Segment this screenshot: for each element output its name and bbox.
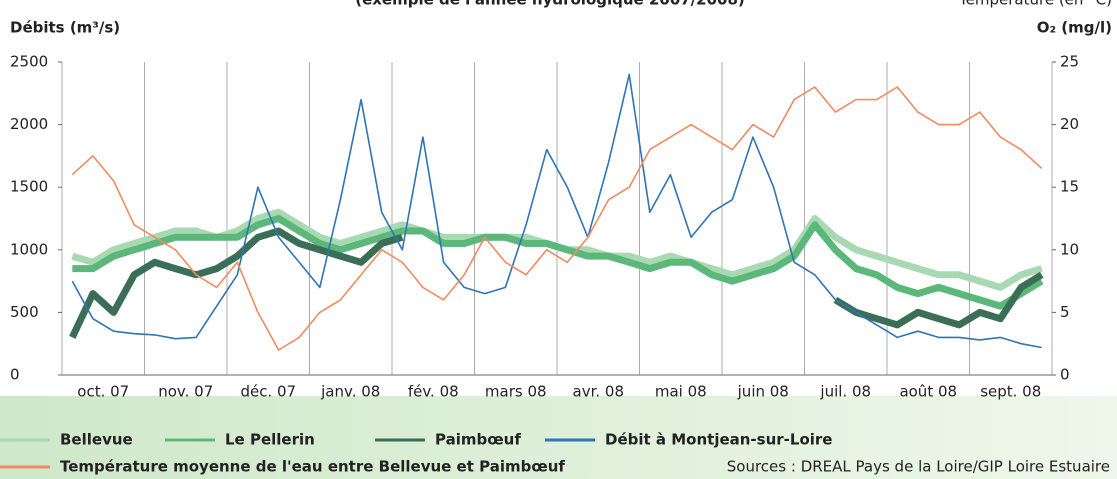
x-tick-label: janv. 08	[320, 383, 380, 401]
x-tick-label: sept. 08	[980, 383, 1041, 401]
x-tick-label: oct. 07	[77, 383, 129, 401]
y2-tick-label: 5	[1060, 303, 1070, 321]
y-axis-title: Débits (m³/s)	[10, 19, 120, 37]
x-tick-label: avr. 08	[573, 383, 624, 401]
x-tick-label: déc. 07	[240, 383, 296, 401]
y-tick-label: 1000	[10, 240, 48, 258]
x-tick-label: fév. 08	[408, 383, 459, 401]
y2-tick-label: 25	[1060, 53, 1079, 71]
y2-tick-label: 15	[1060, 178, 1079, 196]
source: Sources : DREAL Pays de la Loire/GIP Loi…	[727, 458, 1110, 476]
y-tick-label: 0	[10, 366, 20, 384]
series-line	[71, 86, 1043, 351]
y2-tick-label: 20	[1060, 115, 1079, 133]
x-tick-label: nov. 07	[158, 383, 213, 401]
x-tick-label: juin 08	[737, 383, 789, 401]
y2-tick-label: 0	[1060, 366, 1070, 384]
legend-label: Paimbœuf	[435, 431, 521, 449]
legend-label: Le Pellerin	[225, 431, 315, 449]
y2-axis-title: O₂ (mg/l)	[1037, 19, 1112, 37]
y-tick-label: 2000	[10, 115, 48, 133]
series-line	[69, 227, 1044, 339]
series-line	[71, 73, 1042, 349]
legend-label: Bellevue	[60, 431, 133, 449]
legend-band	[0, 396, 1117, 479]
chart-title: (exemple de l'année hydrologique 2007/20…	[355, 0, 745, 9]
y-tick-label: 1500	[10, 178, 48, 196]
x-tick-label: mars 08	[485, 383, 547, 401]
y2-tick-label: 10	[1060, 240, 1079, 258]
y2-axis-title-top: Température (en °C)	[958, 0, 1112, 9]
x-tick-label: mai 08	[655, 383, 707, 401]
x-tick-label: août 08	[899, 383, 957, 401]
legend-label: Température moyenne de l'eau entre Belle…	[60, 458, 565, 476]
series-line	[72, 215, 1044, 310]
y-tick-label: 500	[10, 303, 39, 321]
legend-label: Débit à Montjean-sur-Loire	[605, 431, 832, 449]
x-tick-label: juil. 08	[819, 383, 871, 401]
y-tick-label: 2500	[10, 53, 48, 71]
